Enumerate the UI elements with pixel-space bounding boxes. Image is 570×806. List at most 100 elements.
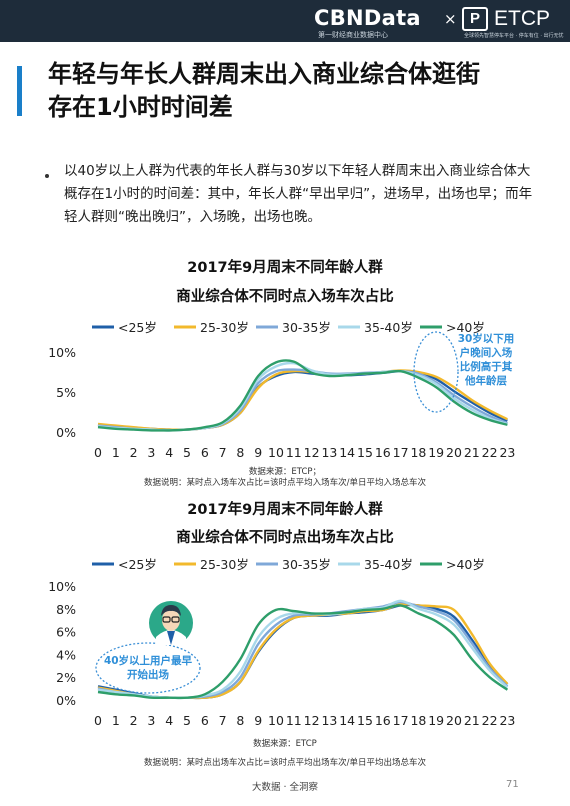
- chart1-legend-label-3: 35-40岁: [364, 320, 413, 335]
- chart2-xtick: 20: [446, 713, 462, 728]
- chart2-ytick: 6%: [56, 625, 76, 640]
- chart2-xtick: 11: [286, 713, 302, 728]
- chart1-xtick: 11: [286, 445, 302, 460]
- chart1-xtick: 14: [339, 445, 355, 460]
- chart2-ytick: 0%: [56, 693, 76, 708]
- chart1-legend-label-0: <25岁: [118, 320, 157, 335]
- chart2-legend-label-2: 30-35岁: [282, 557, 331, 572]
- chart1-xtick: 15: [357, 445, 373, 460]
- chart1-source: 数据来源：ETCP；: [248, 467, 322, 477]
- page-title-line1: 年轻与年长人群周末出入商业综合体逛街: [48, 60, 480, 88]
- brand-logo: CBNData: [314, 6, 421, 30]
- chart1-xtick: 19: [428, 445, 444, 460]
- chart1-xtick: 12: [304, 445, 320, 460]
- chart1-xtick: 5: [183, 445, 191, 460]
- chart1-xtick: 1: [112, 445, 120, 460]
- chart2-legend-label-0: <25岁: [118, 557, 157, 572]
- bullet-text: 以40岁以上人群为代表的年长人群与30岁以下年轻人群周末出入商业综合体大概存在1…: [64, 163, 533, 225]
- brand-separator: ×: [444, 10, 457, 28]
- chart1-title-line1: 2017年9月周末不同年龄人群: [187, 260, 383, 276]
- chart1-ytick: 10%: [48, 345, 76, 360]
- chart1-xtick: 22: [482, 445, 498, 460]
- chart2-xtick: 9: [254, 713, 262, 728]
- chart1-xtick: 16: [375, 445, 391, 460]
- chart1-annotation-ellipse: [413, 331, 459, 413]
- chart2-ytick: 10%: [48, 579, 76, 594]
- chart2-xtick: 14: [339, 713, 355, 728]
- chart1-xtick: 9: [254, 445, 262, 460]
- chart2-xtick: 19: [428, 713, 444, 728]
- chart2-xtick: 17: [393, 713, 409, 728]
- chart2-xtick: 5: [183, 713, 191, 728]
- chart1-xtick: 20: [446, 445, 462, 460]
- person-avatar-icon: [149, 601, 193, 645]
- chart2-source: 数据来源：ETCP: [253, 739, 317, 749]
- chart1-xtick: 7: [219, 445, 227, 460]
- page-number: 71: [506, 779, 519, 790]
- chart1-xtick: 2: [130, 445, 138, 460]
- chart1-legend-label-4: >40岁: [446, 320, 485, 335]
- chart2-xtick: 1: [112, 713, 120, 728]
- chart1-ytick: 0%: [56, 425, 76, 440]
- page-title-line2: 存在1小时时间差: [48, 93, 233, 121]
- bullet-dot: [45, 174, 49, 178]
- chart2-note: 数据说明：某时点出场车次占比=该时点平均出场车次/单日平均出场总车次: [144, 758, 426, 768]
- chart2-xtick: 18: [410, 713, 426, 728]
- chart2-xtick: 10: [268, 713, 284, 728]
- chart1-xtick: 6: [201, 445, 209, 460]
- chart2-xtick: 8: [236, 713, 244, 728]
- chart1-legend-label-1: 25-30岁: [200, 320, 249, 335]
- chart1-title-line2: 商业综合体不同时点入场车次占比: [176, 289, 394, 305]
- chart1-xtick: 13: [321, 445, 337, 460]
- chart1-xtick: 3: [147, 445, 155, 460]
- chart1-annotation-text: 30岁以下用户晚间入场比例高于其他年龄层: [458, 332, 515, 387]
- chart2-ytick: 4%: [56, 647, 76, 662]
- chart2-xtick: 0: [94, 713, 102, 728]
- chart2-title-line2: 商业综合体不同时点出场车次占比: [176, 530, 394, 546]
- chart2-ytick: 8%: [56, 602, 76, 617]
- chart2-annotation-ellipse: [95, 642, 201, 694]
- header-bar: CBNData 第一财经商业数据中心 × ETCP 全球领先智慧停车平台 · 停…: [0, 0, 570, 42]
- footer-tagline: 大数据 · 全洞察: [251, 782, 319, 793]
- brand-logo-icon: [462, 7, 488, 31]
- chart1-xtick: 18: [410, 445, 426, 460]
- chart2-annotation-text: 40岁以上用户最早开始出场: [104, 654, 193, 681]
- chart1-legend-label-2: 30-35岁: [282, 320, 331, 335]
- chart2-xtick: 4: [165, 713, 173, 728]
- chart1-note: 数据说明：某时点入场车次占比=该时点平均入场车次/单日平均入场总车次: [144, 478, 426, 488]
- chart2-xtick: 21: [464, 713, 480, 728]
- chart2-ytick: 2%: [56, 670, 76, 685]
- chart1-ytick: 5%: [56, 385, 76, 400]
- chart2-legend-label-4: >40岁: [446, 557, 485, 572]
- partner-subtitle: 全球领先智慧停车平台 · 停车有位 · 出行无忧: [464, 33, 564, 39]
- chart1-xtick: 8: [236, 445, 244, 460]
- chart1-series-line-4: [97, 359, 508, 432]
- chart1-xtick: 10: [268, 445, 284, 460]
- chart2-xtick: 12: [304, 713, 320, 728]
- chart1-series-line-0: [97, 370, 508, 431]
- chart2-xtick: 22: [482, 713, 498, 728]
- partner-logo: ETCP: [494, 7, 551, 30]
- chart2-xtick: 7: [219, 713, 227, 728]
- chart1-xtick: 21: [464, 445, 480, 460]
- chart2-xtick: 16: [375, 713, 391, 728]
- chart1-xtick: 4: [165, 445, 173, 460]
- chart1-xtick: 23: [499, 445, 515, 460]
- page-title: 年轻与年长人群周末出入商业综合体逛街 存在1小时时间差: [48, 58, 548, 124]
- chart1-series-line-2: [97, 368, 508, 432]
- chart2-legend-label-1: 25-30岁: [200, 557, 249, 572]
- chart1-xtick: 17: [393, 445, 409, 460]
- chart2-xtick: 13: [321, 713, 337, 728]
- chart2-xtick: 2: [130, 713, 138, 728]
- chart2-title-line1: 2017年9月周末不同年龄人群: [187, 502, 383, 518]
- chart1-xtick: 0: [94, 445, 102, 460]
- chart1-series-line-1: [97, 369, 508, 431]
- chart2-xtick: 6: [201, 713, 209, 728]
- chart2-xtick: 23: [499, 713, 515, 728]
- chart2-series-line-4: [97, 604, 509, 700]
- chart2-exit: <25岁 25-30岁 30-35岁 35-40岁 >40岁 0% 2% 4% 6% 8% 10% 0…: [48, 557, 515, 728]
- chart2-legend-label-3: 35-40岁: [364, 557, 413, 572]
- chart2-xtick: 3: [147, 713, 155, 728]
- title-accent-bar: [17, 66, 22, 116]
